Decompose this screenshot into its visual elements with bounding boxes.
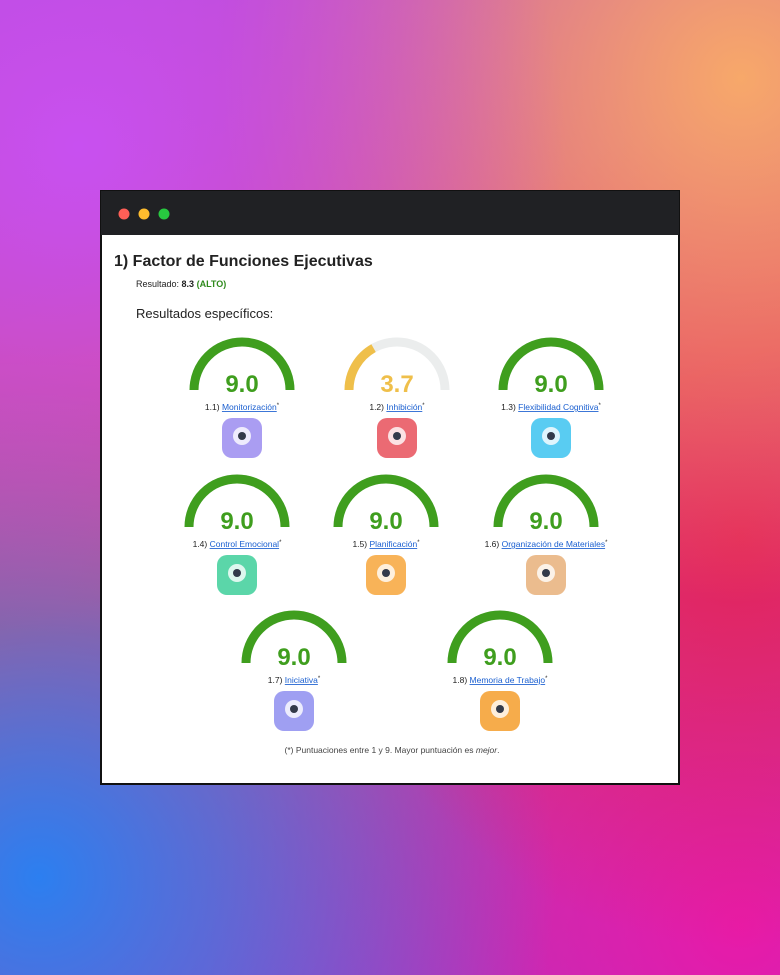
item-link[interactable]: Inhibición xyxy=(386,402,422,412)
gauge-label: 1.2) Inhibición* xyxy=(369,402,425,412)
icon-detail xyxy=(393,432,401,440)
item-marker: * xyxy=(605,540,608,546)
gauge-value-label: 9.0 xyxy=(534,371,567,398)
gauge-label: 1.6) Organización de Materiales* xyxy=(485,539,609,549)
footnote-end: . xyxy=(497,745,499,755)
icon-detail xyxy=(547,432,555,440)
item-number: 1.5) xyxy=(352,539,367,549)
gauge-value-label: 9.0 xyxy=(225,371,258,398)
result-level: (ALTO) xyxy=(197,279,227,289)
gauge-value-arc xyxy=(184,474,290,528)
gauge-value-arc xyxy=(498,337,604,391)
item-marker: * xyxy=(417,540,420,546)
item-number: 1.1) xyxy=(205,402,220,412)
gauge-value-arc xyxy=(344,344,376,391)
gauge-value-arc xyxy=(493,474,599,528)
item-number: 1.4) xyxy=(193,539,208,549)
icon-detail xyxy=(233,569,241,577)
icon-detail xyxy=(382,569,390,577)
item-link[interactable]: Planificación xyxy=(369,539,417,549)
gauge-value-label: 9.0 xyxy=(277,644,310,671)
maximize-button[interactable] xyxy=(158,208,170,220)
item-link[interactable]: Memoria de Trabajo xyxy=(470,675,546,685)
item-link[interactable]: Iniciativa xyxy=(285,675,318,685)
item-marker: * xyxy=(599,403,602,409)
gauge-label: 1.8) Memoria de Trabajo* xyxy=(453,675,549,685)
item-marker: * xyxy=(545,676,548,682)
icon-detail xyxy=(290,705,298,713)
item-number: 1.7) xyxy=(268,675,283,685)
item-marker: * xyxy=(277,403,280,409)
result: Resultado: 8.3 (ALTO) xyxy=(136,279,226,289)
window xyxy=(100,190,680,785)
gauge-label: 1.4) Control Emocional* xyxy=(193,539,282,549)
gauge-value-arc xyxy=(333,474,439,528)
footnote: (*) Puntuaciones entre 1 y 9. Mayor punt… xyxy=(285,745,500,755)
gauge-value-label: 9.0 xyxy=(369,508,402,535)
result-value: 8.3 xyxy=(182,279,195,289)
subtitle: Resultados específicos: xyxy=(136,306,273,321)
title-bar xyxy=(101,191,679,235)
gauge-label: 1.3) Flexibilidad Cognitiva* xyxy=(501,402,601,412)
minimize-button[interactable] xyxy=(138,208,150,220)
close-button[interactable] xyxy=(118,208,130,220)
icon-detail xyxy=(238,432,246,440)
section-title: 1) Factor de Funciones Ejecutivas xyxy=(114,253,373,270)
gauge-value-arc xyxy=(241,610,347,664)
gauge-value-label: 9.0 xyxy=(220,508,253,535)
item-number: 1.3) xyxy=(501,402,516,412)
item-link[interactable]: Flexibilidad Cognitiva xyxy=(518,402,599,412)
item-link[interactable]: Control Emocional xyxy=(210,539,280,549)
gauge-value-label: 3.7 xyxy=(380,371,413,398)
footnote-text: (*) Puntuaciones entre 1 y 9. Mayor punt… xyxy=(285,745,476,755)
gauge-label: 1.1) Monitorización* xyxy=(205,402,280,412)
gauge-value-label: 9.0 xyxy=(529,508,562,535)
gauge-label: 1.7) Iniciativa* xyxy=(268,675,321,685)
footnote-emphasis: mejor xyxy=(476,745,498,755)
gauge-value-arc xyxy=(447,610,553,664)
icon-detail xyxy=(496,705,504,713)
gauge-value-label: 9.0 xyxy=(483,644,516,671)
item-link[interactable]: Organización de Materiales xyxy=(502,539,605,549)
item-number: 1.8) xyxy=(453,675,468,685)
icon-detail xyxy=(542,569,550,577)
gauge-label: 1.5) Planificación* xyxy=(352,539,420,549)
item-marker: * xyxy=(422,403,425,409)
item-marker: * xyxy=(279,540,282,546)
item-marker: * xyxy=(318,676,321,682)
item-link[interactable]: Monitorización xyxy=(222,402,277,412)
result-label: Resultado: xyxy=(136,279,179,289)
item-number: 1.2) xyxy=(369,402,384,412)
item-number: 1.6) xyxy=(485,539,500,549)
gauge-value-arc xyxy=(189,337,295,391)
